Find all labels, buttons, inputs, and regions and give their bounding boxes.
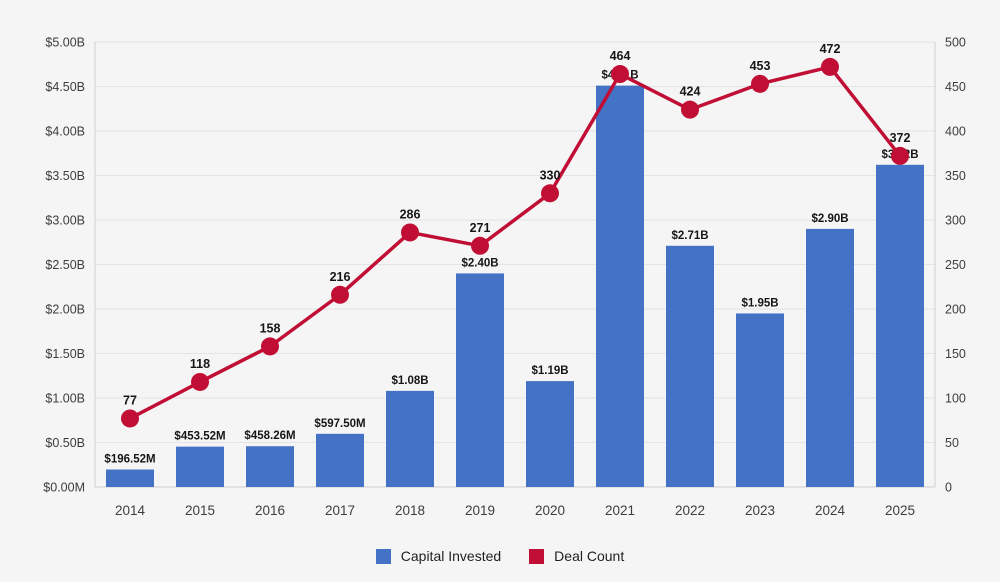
- point-value-label-2016: 158: [260, 321, 281, 335]
- data-point-2020[interactable]: [541, 184, 559, 203]
- deal-count-line: [128, 65, 902, 421]
- point-value-label-2025: 372: [890, 131, 911, 145]
- x-axis-label-2014: 2014: [115, 503, 146, 518]
- point-value-label-2015: 118: [190, 357, 210, 371]
- legend-item-deal-count[interactable]: Deal Count: [529, 548, 624, 564]
- x-axis-label-2023: 2023: [745, 503, 775, 518]
- bar-value-label-2022: $2.71B: [671, 230, 708, 242]
- bar-2023[interactable]: [736, 313, 784, 487]
- right-axis-tick: 250: [945, 258, 966, 272]
- x-axis-label-2021: 2021: [605, 503, 635, 518]
- data-point-2019[interactable]: [471, 236, 489, 255]
- bar-value-label-2016: $458.26M: [244, 430, 295, 442]
- x-axis-label-2019: 2019: [465, 503, 495, 518]
- left-axis-tick: $5.00B: [45, 36, 85, 50]
- bar-value-label-2024: $2.90B: [811, 213, 848, 225]
- bar-2017[interactable]: [316, 433, 364, 487]
- bar-2021[interactable]: [596, 85, 644, 488]
- right-axis-tick: 100: [945, 392, 966, 406]
- right-axis-tick: 200: [945, 303, 966, 317]
- data-point-2023[interactable]: [751, 74, 769, 93]
- legend-label-deal-count: Deal Count: [554, 548, 625, 564]
- point-value-label-2014: 77: [123, 393, 137, 407]
- data-point-2016[interactable]: [261, 337, 279, 356]
- bar-value-label-2020: $1.19B: [531, 365, 568, 377]
- capital-invested-swatch-icon: [375, 548, 391, 564]
- right-axis-tick: 150: [945, 347, 966, 361]
- x-axis-label-2020: 2020: [535, 503, 565, 518]
- x-axis-label-2018: 2018: [395, 503, 425, 518]
- combo-chart: $0.00M 0 $0.50B 50 $1.00B 100 $1.50B 150 $2.00B 2…: [43, 36, 966, 519]
- chart-canvas: $0.00M 0 $0.50B 50 $1.00B 100 $1.50B 150 $2.00B 2…: [43, 36, 966, 519]
- bar-2024[interactable]: [806, 228, 854, 487]
- data-point-2025[interactable]: [891, 146, 909, 165]
- data-point-2021[interactable]: [611, 65, 629, 84]
- left-axis-tick: $0.00M: [43, 481, 85, 495]
- deal-count-swatch-icon: [529, 548, 545, 564]
- data-point-2022[interactable]: [681, 100, 699, 119]
- bar-2016[interactable]: [246, 446, 294, 487]
- bar-value-label-2015: $453.52M: [174, 431, 225, 443]
- left-axis-tick: $4.50B: [45, 80, 85, 94]
- point-value-label-2021: 464: [610, 49, 631, 63]
- right-axis-tick: 50: [945, 436, 959, 450]
- bar-value-label-2014: $196.52M: [104, 454, 155, 466]
- right-axis-tick: 350: [945, 169, 966, 183]
- bar-2022[interactable]: [666, 245, 714, 487]
- legend-item-capital-invested[interactable]: Capital Invested: [375, 548, 502, 564]
- left-axis-tick: $3.00B: [45, 214, 85, 228]
- left-axis-tick: $1.00B: [45, 392, 85, 406]
- x-axis-label-2015: 2015: [185, 503, 215, 518]
- x-axis-label-2017: 2017: [325, 503, 355, 518]
- point-value-label-2022: 424: [680, 85, 701, 99]
- x-axis-label-2025: 2025: [885, 503, 915, 518]
- left-axis-tick: $1.50B: [45, 347, 85, 361]
- right-axis-tick: 400: [945, 125, 966, 139]
- right-axis-tick: 300: [945, 214, 966, 228]
- data-point-2018[interactable]: [401, 223, 419, 242]
- bar-2025[interactable]: [876, 164, 924, 487]
- left-axis-tick: $4.00B: [45, 125, 85, 139]
- x-axis-label-2022: 2022: [675, 503, 705, 518]
- data-point-2015[interactable]: [191, 372, 209, 391]
- data-point-2014[interactable]: [121, 409, 139, 428]
- bar-value-label-2019: $2.40B: [461, 257, 498, 269]
- point-value-label-2019: 271: [470, 221, 491, 235]
- chart-legend: Capital Invested Deal Count: [0, 530, 1000, 582]
- bar-2014[interactable]: [106, 469, 154, 487]
- bar-2018[interactable]: [386, 390, 434, 487]
- data-point-2017[interactable]: [331, 285, 349, 304]
- point-value-label-2017: 216: [330, 270, 351, 284]
- point-value-label-2020: 330: [540, 168, 561, 182]
- bar-value-label-2023: $1.95B: [741, 297, 778, 309]
- right-axis-tick: 0: [945, 481, 952, 495]
- bar-value-label-2018: $1.08B: [391, 375, 428, 387]
- bar-2015[interactable]: [176, 446, 224, 487]
- left-axis-tick: $2.50B: [45, 258, 85, 272]
- left-axis-tick: $3.50B: [45, 169, 85, 183]
- left-axis-tick: $0.50B: [45, 436, 85, 450]
- right-axis-tick: 450: [945, 80, 966, 94]
- right-axis-tick: 500: [945, 36, 966, 50]
- left-axis-tick: $2.00B: [45, 303, 85, 317]
- bar-value-label-2017: $597.50M: [314, 418, 365, 430]
- data-point-2024[interactable]: [821, 57, 839, 76]
- legend-label-capital-invested: Capital Invested: [400, 548, 502, 564]
- bar-2019[interactable]: [456, 273, 504, 487]
- bar-2020[interactable]: [526, 381, 574, 487]
- x-axis-label-2016: 2016: [255, 503, 285, 518]
- point-value-label-2023: 453: [750, 59, 771, 73]
- x-axis-label-2024: 2024: [815, 503, 846, 518]
- point-value-label-2018: 286: [400, 207, 421, 221]
- point-value-label-2024: 472: [820, 42, 841, 56]
